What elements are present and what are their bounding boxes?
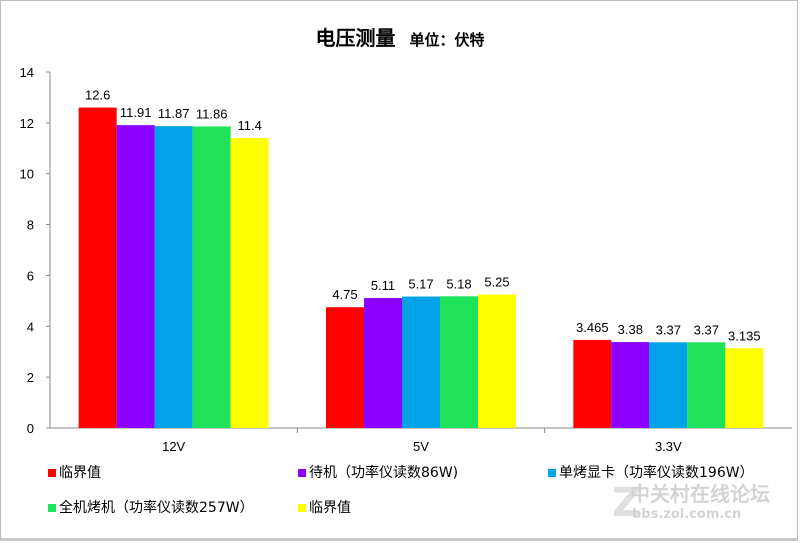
legend-label: 全机烤机（功率仪读数257W）	[59, 500, 254, 516]
legend-label: 临界值	[309, 500, 351, 516]
y-tick-label: 4	[27, 319, 34, 334]
legend-item: 待机（功率仪读数86W)	[298, 462, 458, 482]
legend-swatch	[298, 504, 306, 512]
bar	[78, 107, 117, 428]
legend-label: 单烤显卡（功率仪读数196W）	[559, 465, 754, 481]
data-label: 3.37	[656, 322, 681, 337]
legend-label: 临界值	[59, 465, 101, 481]
bar	[687, 342, 726, 428]
data-label: 3.38	[618, 322, 643, 337]
unit-subtitle: 单位：伏特	[409, 31, 485, 49]
bar	[440, 296, 478, 428]
legend-swatch	[548, 469, 556, 477]
bar	[154, 126, 193, 429]
bar	[573, 339, 612, 428]
data-label: 11.91	[120, 105, 152, 120]
bar	[725, 348, 764, 428]
bar	[649, 342, 688, 428]
data-label: 5.11	[371, 278, 395, 293]
chart-title: 电压测量 单位：伏特	[0, 22, 800, 51]
legend-swatch	[48, 504, 56, 512]
bar	[116, 125, 155, 428]
data-label: 3.465	[576, 320, 609, 335]
y-tick-label: 2	[27, 370, 34, 385]
legend-swatch	[298, 469, 306, 477]
bar	[478, 294, 516, 428]
legend-item: 全机烤机（功率仪读数257W）	[48, 497, 254, 517]
bar	[230, 138, 269, 428]
bar	[364, 298, 402, 428]
legend-swatch	[48, 469, 56, 477]
watermark-line1: 中关村在线论坛	[630, 482, 770, 506]
y-tick-label: 10	[20, 167, 34, 182]
x-tick-label: 12V	[162, 439, 185, 454]
bar	[192, 126, 231, 428]
y-tick-label: 14	[20, 65, 34, 80]
data-label: 5.25	[484, 275, 509, 290]
legend-item: 临界值	[298, 497, 351, 517]
y-tick-label: 6	[27, 268, 34, 283]
bar	[611, 342, 650, 428]
data-label: 5.18	[446, 276, 471, 291]
title-text: 电压测量	[315, 26, 396, 50]
legend-label: 待机（功率仪读数86W)	[309, 465, 459, 481]
x-tick-label: 5V	[413, 439, 429, 454]
y-tick-label: 12	[20, 116, 34, 131]
legend-item: 单烤显卡（功率仪读数196W）	[548, 462, 754, 482]
data-label: 5.17	[408, 277, 433, 292]
zol-logo-icon: Z	[612, 480, 642, 526]
x-tick-label: 3.3V	[655, 439, 682, 454]
legend-item: 临界值	[48, 462, 101, 482]
data-label: 11.87	[158, 106, 190, 121]
y-tick-label: 0	[27, 421, 34, 436]
bar	[326, 307, 364, 428]
data-label: 11.86	[196, 106, 228, 121]
data-label: 11.4	[237, 118, 261, 133]
watermark-line2: bbs.zol.com.cn	[632, 507, 742, 522]
y-tick-label: 8	[27, 218, 34, 233]
watermark: Z 中关村在线论坛 bbs.zol.com.cn	[612, 478, 770, 526]
data-label: 3.37	[694, 322, 719, 337]
data-label: 4.75	[332, 287, 357, 302]
bar	[402, 296, 440, 428]
data-label: 12.6	[85, 88, 110, 103]
data-label: 3.135	[728, 328, 761, 343]
